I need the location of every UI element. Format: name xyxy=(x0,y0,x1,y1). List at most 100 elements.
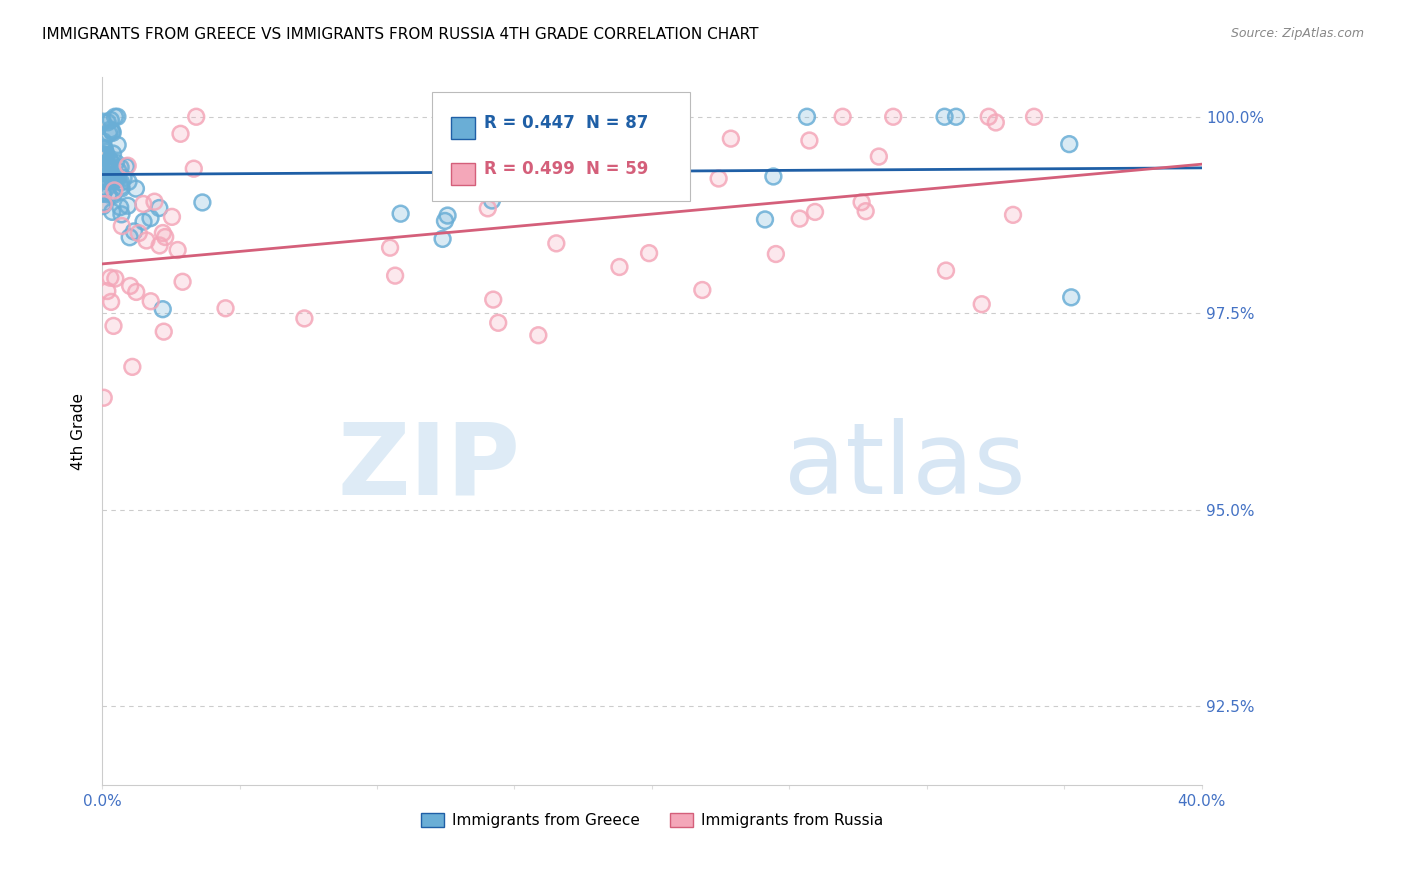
Point xyxy=(111,219,134,233)
Point xyxy=(96,174,118,188)
Point xyxy=(97,172,120,186)
Text: Source: ZipAtlas.com: Source: ZipAtlas.com xyxy=(1230,27,1364,40)
Point xyxy=(100,113,122,128)
Point xyxy=(101,146,124,161)
Point xyxy=(94,161,117,176)
Point xyxy=(117,175,139,189)
Point xyxy=(97,127,120,141)
Point xyxy=(98,168,121,182)
Point xyxy=(384,268,406,283)
Point xyxy=(107,171,129,186)
Point xyxy=(152,325,174,339)
Point xyxy=(464,110,486,124)
Point xyxy=(481,194,503,208)
Point xyxy=(148,238,170,252)
Point xyxy=(93,142,115,156)
Point xyxy=(105,155,128,169)
Point xyxy=(105,171,128,186)
Point xyxy=(477,202,499,216)
Point xyxy=(93,151,115,165)
Point xyxy=(191,195,214,210)
Point xyxy=(796,110,818,124)
Point xyxy=(97,127,120,141)
Point xyxy=(851,195,873,210)
Point xyxy=(160,210,183,224)
Point xyxy=(172,275,194,289)
Text: N = 59: N = 59 xyxy=(586,160,648,178)
Point xyxy=(115,160,138,174)
Point xyxy=(789,211,811,226)
Point xyxy=(984,115,1007,129)
Point xyxy=(93,197,115,211)
Point xyxy=(754,212,776,227)
Point xyxy=(527,328,550,343)
Point xyxy=(93,391,115,405)
Point xyxy=(799,134,821,148)
Point xyxy=(125,285,148,299)
Point xyxy=(91,147,114,161)
Point xyxy=(101,126,124,140)
Point xyxy=(104,271,127,285)
Point xyxy=(486,316,509,330)
Point xyxy=(94,149,117,163)
Point xyxy=(433,214,456,228)
Point xyxy=(100,113,122,128)
Point xyxy=(103,188,125,202)
Point xyxy=(101,124,124,138)
Point xyxy=(935,263,957,277)
Point xyxy=(214,301,236,316)
Point xyxy=(527,328,550,343)
Point xyxy=(91,166,114,180)
Point xyxy=(96,181,118,195)
Point xyxy=(96,156,118,170)
Text: R = 0.499: R = 0.499 xyxy=(484,160,575,178)
Point xyxy=(638,246,661,260)
Point xyxy=(546,236,568,251)
Point xyxy=(105,110,128,124)
Point xyxy=(934,110,956,124)
Point xyxy=(96,181,118,195)
Point xyxy=(94,149,117,163)
Point xyxy=(132,214,155,228)
Point xyxy=(492,116,515,130)
Point xyxy=(855,204,877,219)
Point xyxy=(609,260,631,274)
Point xyxy=(111,219,134,233)
Point xyxy=(186,110,208,124)
Point xyxy=(662,110,685,124)
Point xyxy=(389,207,412,221)
Point xyxy=(91,114,114,128)
Point xyxy=(93,141,115,155)
Point xyxy=(139,294,162,309)
Point xyxy=(481,194,503,208)
Point xyxy=(882,110,904,124)
Point xyxy=(183,161,205,176)
Point xyxy=(100,169,122,184)
Point xyxy=(935,263,957,277)
Point xyxy=(571,110,593,124)
Point xyxy=(482,293,505,307)
Point xyxy=(103,174,125,188)
Point xyxy=(984,115,1007,129)
Point xyxy=(831,110,853,124)
Point xyxy=(93,196,115,211)
Point xyxy=(153,230,176,244)
Point xyxy=(101,126,124,140)
Point xyxy=(91,199,114,213)
Point xyxy=(93,135,115,149)
Point xyxy=(831,110,853,124)
Point xyxy=(492,116,515,130)
Point xyxy=(135,234,157,248)
Point xyxy=(160,210,183,224)
Point xyxy=(110,181,132,195)
Point xyxy=(110,181,132,195)
Point xyxy=(101,146,124,161)
Point xyxy=(91,147,114,161)
Point xyxy=(128,226,150,240)
Point xyxy=(105,110,128,124)
Point xyxy=(91,166,114,180)
Point xyxy=(97,187,120,202)
Point xyxy=(101,170,124,185)
Point xyxy=(94,145,117,159)
Point xyxy=(100,122,122,136)
